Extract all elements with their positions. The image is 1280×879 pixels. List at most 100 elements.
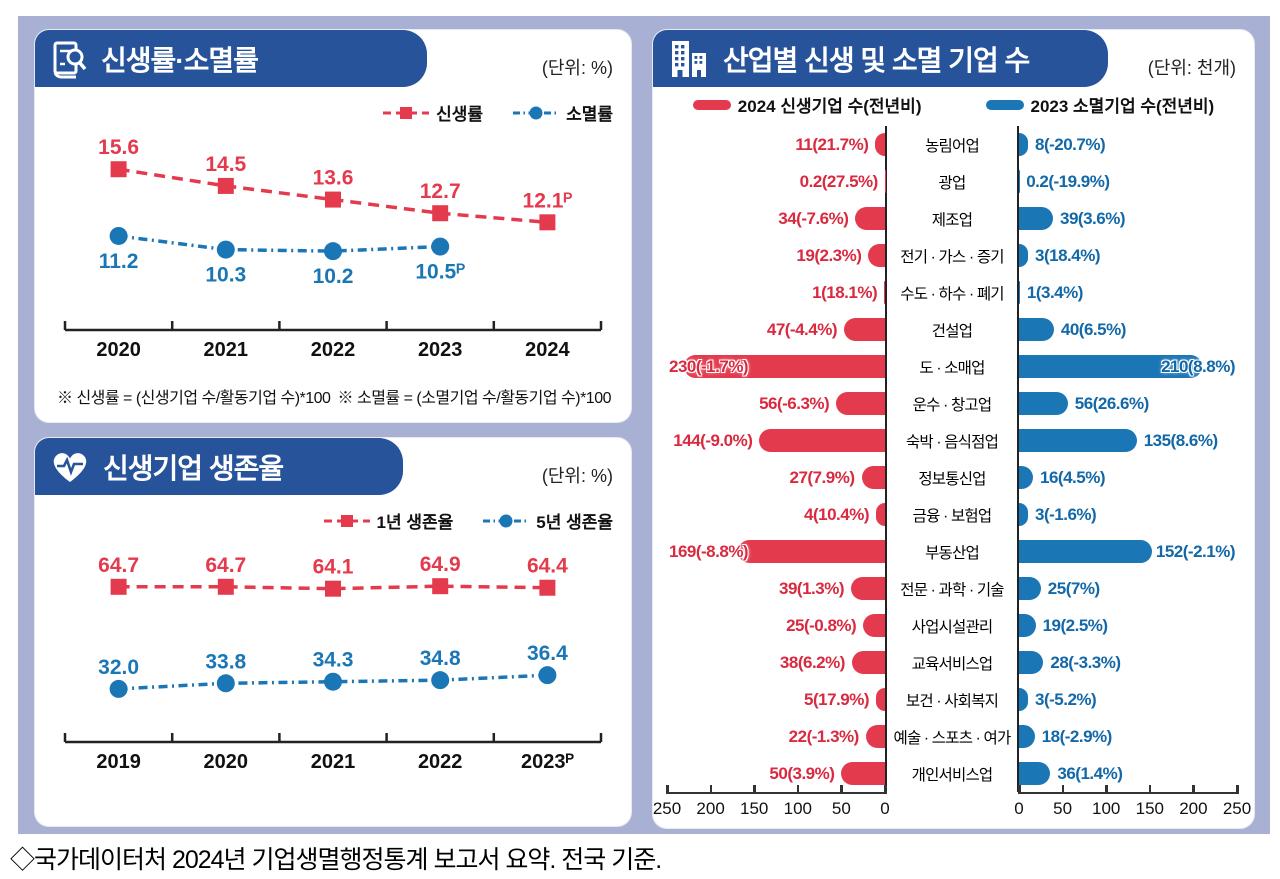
unit-label: (단위: %)	[541, 58, 613, 78]
axis-ruler-left: 250 200 150 100 50 0	[653, 785, 890, 826]
new-firms-bar	[876, 688, 885, 711]
new-firms-value: 11(21.7%)	[795, 134, 869, 154]
new-firms-bar-zone: 1(18.1%)	[667, 274, 885, 311]
axis-tick	[884, 785, 887, 794]
dead-firms-value: 56(26.6%)	[1074, 393, 1149, 413]
panel-birth-death-header: 신생률·소멸률	[35, 30, 427, 87]
new-firms-value: 230(-1.7%)	[669, 356, 749, 376]
axis-tick-label: 150	[1135, 799, 1164, 818]
dead-firms-bar-zone: 25(7%)	[1019, 570, 1237, 607]
dead-firms-bar-zone: 3(-5.2%)	[1019, 681, 1237, 718]
source-caption: ◇국가데이터처 2024년 기업생멸행정통계 보고서 요약. 전국 기준.	[10, 846, 662, 874]
dead-firms-value: 210(8.8%)	[1161, 356, 1235, 376]
industry-row: 25(-0.8%) 사업시설관리 19(2.5%)	[667, 607, 1237, 644]
svg-text:34.8: 34.8	[420, 647, 461, 670]
industry-row: 11(21.7%) 농림어업 8(-20.7%)	[667, 126, 1237, 163]
svg-text:36.4: 36.4	[527, 642, 568, 665]
axis-tick	[796, 785, 800, 794]
industry-label: 부동산업	[885, 533, 1019, 570]
new-firms-bar	[863, 614, 885, 637]
industry-label: 정보통신업	[885, 459, 1019, 496]
svg-text:64.4: 64.4	[527, 555, 568, 578]
heart-pulse-icon	[49, 448, 91, 486]
dead-firms-bar-zone: 36(1.4%)	[1019, 755, 1237, 792]
footnotes: ※ 신생률 = (신생기업 수/활동기업 수)*100 ※ 소멸률 = (소멸기…	[57, 384, 612, 408]
new-firms-bar	[737, 540, 885, 563]
new-firms-bar	[684, 355, 885, 378]
svg-text:2024: 2024	[525, 339, 570, 361]
dead-firms-bar-zone: 3(-1.6%)	[1019, 496, 1237, 533]
industry-label: 교육서비스업	[885, 644, 1019, 681]
axis-tick-label: 250	[1222, 799, 1252, 818]
panel-industry-counts: 산업별 신생 및 소멸 기업 수 (단위: 천개) 2024 신생기업 수(전년…	[653, 30, 1254, 828]
new-firms-value: 56(-6.3%)	[759, 393, 830, 413]
dead-firms-bar-zone: 56(26.6%)	[1019, 385, 1237, 422]
unit-label: (단위: 천개)	[1147, 58, 1236, 78]
dead-firms-value: 19(2.5%)	[1042, 615, 1108, 635]
svg-text:64.1: 64.1	[313, 556, 354, 579]
legend-item: 2023 소멸기업 수(전년비)	[985, 92, 1214, 117]
svg-text:2022: 2022	[418, 751, 463, 773]
report-magnifier-icon	[49, 38, 89, 80]
new-firms-bar-zone: 230(-1.7%)	[667, 348, 885, 385]
dead-firms-bar	[1019, 392, 1068, 415]
dead-firms-value: 135(8.6%)	[1143, 430, 1218, 450]
svg-text:2021: 2021	[311, 751, 356, 773]
industry-label: 농림어업	[885, 126, 1019, 163]
svg-text:10.2: 10.2	[313, 265, 354, 288]
legend-birth-death: 신생률 소멸률	[383, 100, 613, 125]
dead-firms-value: 3(18.4%)	[1035, 245, 1100, 265]
svg-text:32.0: 32.0	[98, 656, 139, 679]
new-firms-bar	[855, 207, 885, 230]
panel-survival-header: 신생기업 생존율	[35, 438, 403, 495]
dead-firms-value: 40(6.5%)	[1060, 319, 1126, 339]
industry-label: 건설업	[885, 311, 1019, 348]
axis-tick	[1105, 785, 1108, 794]
new-firms-bar	[868, 244, 885, 267]
dead-firms-bar	[1019, 577, 1041, 600]
industry-label: 제조업	[885, 200, 1019, 237]
new-firms-bar-zone: 47(-4.4%)	[667, 311, 885, 348]
axis-tick	[1061, 785, 1065, 794]
dead-firms-bar	[1019, 466, 1033, 489]
dead-firms-value: 3(-5.2%)	[1035, 689, 1097, 709]
svg-text:34.3: 34.3	[313, 649, 354, 672]
new-firms-bar	[851, 651, 885, 674]
new-firms-bar-zone: 169(-8.8%)	[667, 533, 885, 570]
svg-text:2021: 2021	[204, 339, 249, 361]
new-firms-bar-zone: 5(17.9%)	[667, 681, 885, 718]
dead-firms-bar-zone: 1(3.4%)	[1019, 274, 1237, 311]
dead-firms-bar	[1019, 688, 1028, 711]
svg-text:13.6: 13.6	[313, 167, 354, 190]
dead-firms-bar	[1019, 244, 1028, 267]
svg-text:2020: 2020	[96, 339, 141, 361]
dead-firms-value: 36(1.4%)	[1057, 763, 1123, 783]
dead-firms-bar	[1019, 133, 1028, 156]
new-firms-bar-zone: 0.2(27.5%)	[667, 163, 885, 200]
dead-firms-value: 3(-1.6%)	[1035, 504, 1097, 524]
new-firms-value: 22(-1.3%)	[788, 726, 860, 746]
legend-item: 1년 생존율	[323, 508, 453, 533]
industry-label: 광업	[885, 163, 1019, 200]
dead-firms-bar	[1019, 614, 1036, 637]
axis-tick	[666, 785, 669, 794]
svg-text:10.5ᴾ: 10.5ᴾ	[415, 261, 465, 284]
dead-firms-bar-zone: 210(8.8%)	[1019, 348, 1237, 385]
new-firms-bar-zone: 34(-7.6%)	[667, 200, 885, 237]
new-firms-bar-zone: 39(1.3%)	[667, 570, 885, 607]
dead-firms-value: 18(-2.9%)	[1041, 726, 1113, 746]
industry-label: 운수 · 창고업	[885, 385, 1019, 422]
dead-firms-bar-zone: 39(3.6%)	[1019, 200, 1237, 237]
unit-label: (단위: %)	[541, 466, 613, 486]
dead-firms-value: 152(-2.1%)	[1155, 541, 1236, 561]
dead-firms-bar-zone: 135(8.6%)	[1019, 422, 1237, 459]
industry-label: 수도 · 하수 · 폐기	[885, 274, 1019, 311]
survival-line-chart: 2019 2020 2021 2022 2023ᴾ 64.7 64.7 64.1 64.9 64.…	[63, 553, 603, 773]
dead-firms-bar	[1019, 355, 1203, 378]
new-firms-bar	[836, 392, 885, 415]
dead-firms-value: 1(3.4%)	[1026, 282, 1084, 302]
industry-row: 0.2(27.5%) 광업 0.2(-19.9%)	[667, 163, 1237, 200]
industry-row: 19(2.3%) 전기 · 가스 · 증기 3(18.4%)	[667, 237, 1237, 274]
dead-firms-bar-zone: 0.2(-19.9%)	[1019, 163, 1237, 200]
dead-firms-bar	[1019, 281, 1020, 304]
